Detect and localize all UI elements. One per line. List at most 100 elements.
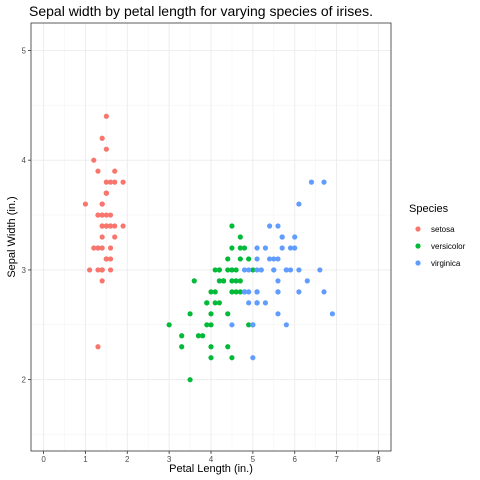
point-virginica — [271, 267, 277, 273]
point-setosa — [112, 223, 118, 229]
point-virginica — [246, 300, 252, 306]
point-virginica — [271, 256, 277, 262]
x-tick-label: 1 — [83, 455, 88, 464]
point-setosa — [120, 223, 126, 229]
point-versicolor — [212, 289, 218, 295]
point-virginica — [275, 289, 281, 295]
point-setosa — [95, 344, 101, 350]
point-setosa — [91, 157, 97, 163]
point-virginica — [254, 300, 260, 306]
point-versicolor — [225, 344, 231, 350]
point-virginica — [229, 322, 235, 328]
point-versicolor — [216, 278, 222, 284]
legend-key-setosa — [415, 226, 421, 232]
point-versicolor — [187, 311, 193, 317]
point-virginica — [287, 245, 294, 251]
x-axis-ticks: 0 1 2 3 4 5 6 7 8 — [41, 451, 381, 464]
point-virginica — [262, 300, 269, 306]
point-setosa — [99, 135, 105, 141]
point-versicolor — [241, 245, 248, 251]
point-versicolor — [208, 322, 214, 328]
point-setosa — [103, 190, 109, 196]
point-virginica — [287, 267, 294, 273]
point-setosa — [107, 256, 114, 262]
point-setosa — [103, 223, 109, 229]
point-setosa — [112, 234, 118, 240]
y-tick-label: 2 — [22, 376, 27, 385]
point-versicolor — [179, 333, 185, 339]
x-tick-label: 8 — [376, 455, 381, 464]
point-setosa — [107, 267, 114, 273]
point-versicolor — [237, 256, 243, 262]
point-versicolor — [200, 333, 206, 339]
legend: Species setosa versicolor virginica — [409, 203, 466, 268]
point-virginica — [254, 289, 260, 295]
point-virginica — [275, 278, 281, 284]
point-virginica — [321, 179, 327, 185]
point-virginica — [241, 289, 248, 295]
point-versicolor — [208, 311, 214, 317]
point-virginica — [250, 355, 256, 361]
point-virginica — [296, 201, 302, 207]
point-versicolor — [220, 278, 227, 284]
point-virginica — [254, 256, 260, 262]
point-versicolor — [212, 267, 218, 273]
data-points — [82, 113, 335, 383]
point-versicolor — [229, 245, 235, 251]
point-virginica — [250, 322, 256, 328]
point-setosa — [112, 179, 118, 185]
point-setosa — [120, 179, 126, 185]
y-tick-label: 3 — [22, 266, 27, 275]
point-versicolor — [191, 278, 197, 284]
point-versicolor — [204, 322, 210, 328]
point-virginica — [275, 311, 281, 317]
point-virginica — [254, 245, 260, 251]
point-setosa — [99, 234, 105, 240]
legend-label-virginica: virginica — [431, 259, 461, 268]
point-setosa — [99, 201, 105, 207]
point-virginica — [258, 267, 264, 273]
point-virginica — [329, 311, 335, 317]
point-setosa — [99, 267, 105, 273]
point-setosa — [82, 201, 89, 207]
point-versicolor — [246, 256, 252, 262]
point-versicolor — [237, 278, 243, 284]
point-setosa — [99, 278, 105, 284]
point-setosa — [107, 245, 114, 251]
point-virginica — [254, 267, 260, 273]
x-tick-label: 7 — [334, 455, 339, 464]
point-versicolor — [225, 311, 231, 317]
point-setosa — [103, 256, 109, 262]
chart-title: Sepal width by petal length for varying … — [29, 3, 373, 19]
point-versicolor — [229, 278, 235, 284]
point-setosa — [107, 223, 114, 229]
point-setosa — [103, 113, 109, 119]
point-versicolor — [237, 234, 243, 240]
point-virginica — [267, 256, 273, 262]
point-virginica — [308, 179, 315, 185]
point-virginica — [292, 234, 298, 240]
point-virginica — [246, 267, 252, 273]
point-setosa — [112, 168, 118, 174]
y-tick-label: 4 — [22, 156, 27, 165]
point-setosa — [99, 223, 105, 229]
y-axis-ticks: 2 3 4 5 — [22, 46, 31, 385]
point-virginica — [296, 289, 302, 295]
legend-label-versicolor: versicolor — [431, 242, 466, 251]
x-tick-label: 5 — [251, 455, 256, 464]
point-versicolor — [237, 245, 243, 251]
x-tick-label: 4 — [209, 455, 214, 464]
point-versicolor — [212, 300, 218, 306]
x-axis-title: Petal Length (in.) — [169, 463, 253, 475]
point-versicolor — [250, 267, 256, 273]
point-setosa — [99, 245, 105, 251]
point-versicolor — [166, 322, 172, 328]
point-setosa — [103, 212, 109, 218]
point-virginica — [283, 322, 289, 328]
point-versicolor — [225, 256, 231, 262]
point-setosa — [99, 212, 105, 218]
point-setosa — [107, 179, 114, 185]
point-versicolor — [204, 300, 210, 306]
point-versicolor — [216, 267, 222, 273]
